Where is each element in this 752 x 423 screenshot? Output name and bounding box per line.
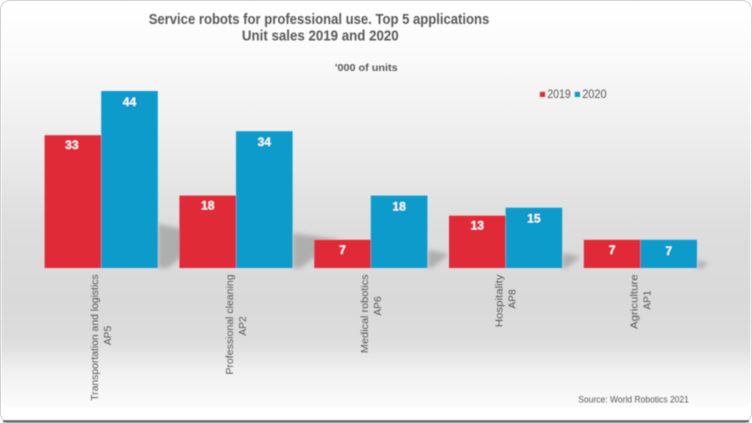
- svg-text:Agriculture: Agriculture: [629, 274, 640, 329]
- svg-text:18: 18: [201, 199, 215, 213]
- svg-text:AP2: AP2: [238, 316, 249, 336]
- svg-text:'000 of units: '000 of units: [335, 62, 398, 74]
- svg-text:7: 7: [609, 243, 616, 257]
- svg-text:7: 7: [339, 243, 346, 257]
- svg-text:34: 34: [258, 135, 272, 149]
- svg-text:15: 15: [527, 212, 541, 226]
- svg-text:7: 7: [665, 244, 672, 258]
- svg-text:AP8: AP8: [508, 289, 519, 309]
- svg-text:2020: 2020: [582, 89, 607, 101]
- svg-text:2019: 2019: [547, 89, 571, 101]
- svg-text:33: 33: [65, 138, 79, 152]
- svg-text:Medical robotics: Medical robotics: [360, 274, 371, 353]
- svg-text:AP5: AP5: [103, 326, 114, 346]
- svg-text:Source: World Robotics 2021: Source: World Robotics 2021: [578, 395, 689, 405]
- svg-text:Service robots for professiona: Service robots for professional use. Top…: [149, 12, 490, 28]
- svg-text:44: 44: [123, 95, 137, 109]
- svg-text:Hospitality: Hospitality: [495, 273, 506, 327]
- svg-text:Professional cleaning: Professional cleaning: [225, 274, 236, 375]
- svg-text:13: 13: [471, 219, 485, 233]
- svg-text:Unit sales 2019 and 2020: Unit sales 2019 and 2020: [242, 29, 399, 45]
- svg-text:AP1: AP1: [642, 290, 653, 310]
- svg-text:AP6: AP6: [373, 296, 384, 316]
- svg-text:18: 18: [392, 200, 406, 214]
- svg-text:Transportation and logistics: Transportation and logistics: [90, 274, 101, 400]
